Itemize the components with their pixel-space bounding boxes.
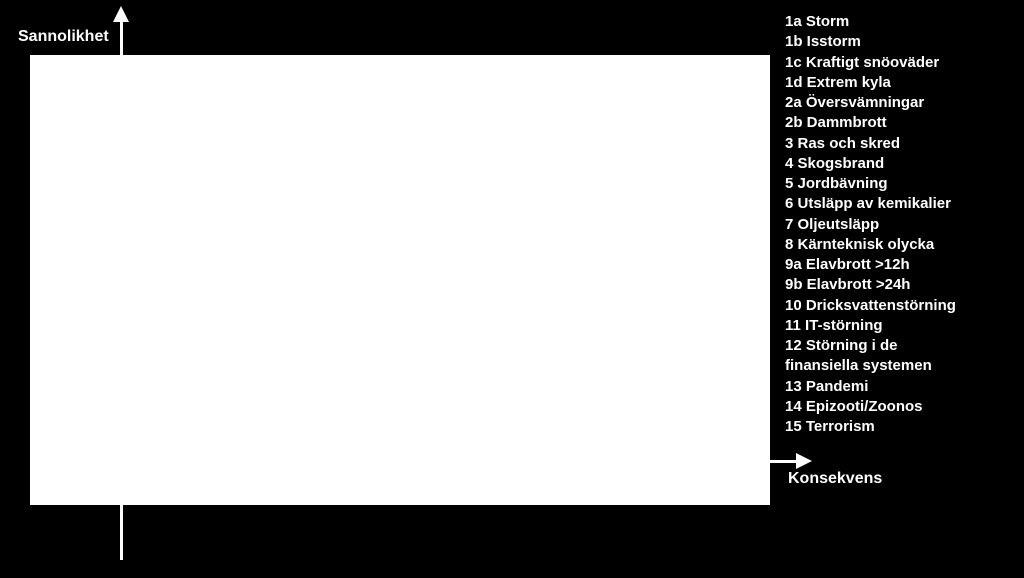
legend-item: finansiella systemen — [785, 356, 956, 376]
legend-item: 2b Dammbrott — [785, 113, 956, 133]
legend-item: 5 Jordbävning — [785, 174, 956, 194]
legend-item: 7 Oljeutsläpp — [785, 215, 956, 235]
legend-item: 1c Kraftigt snöoväder — [785, 53, 956, 73]
legend-item: 9a Elavbrott >12h — [785, 255, 956, 275]
legend-item: 1d Extrem kyla — [785, 73, 956, 93]
legend-item: 4 Skogsbrand — [785, 154, 956, 174]
arrow-right-icon — [796, 453, 812, 469]
y-axis-label: Sannolikhet — [18, 28, 109, 46]
legend-item: 6 Utsläpp av kemikalier — [785, 194, 956, 214]
legend-item: 1b Isstorm — [785, 32, 956, 52]
legend-item: 12 Störning i de — [785, 336, 956, 356]
legend-item: 11 IT-störning — [785, 316, 956, 336]
risk-matrix-chart: Sannolikhet Konsekvens 1a Storm1b Isstor… — [0, 0, 1024, 578]
legend-item: 15 Terrorism — [785, 417, 956, 437]
legend-item: 14 Epizooti/Zoonos — [785, 397, 956, 417]
legend-item: 9b Elavbrott >24h — [785, 275, 956, 295]
x-axis-line — [30, 460, 798, 463]
legend-item: 3 Ras och skred — [785, 134, 956, 154]
plot-area — [30, 55, 770, 505]
legend-item: 8 Kärnteknisk olycka — [785, 235, 956, 255]
legend-item: 2a Översvämningar — [785, 93, 956, 113]
legend-item: 10 Dricksvattenstörning — [785, 296, 956, 316]
x-axis-label: Konsekvens — [788, 470, 882, 488]
legend-item: 13 Pandemi — [785, 377, 956, 397]
legend: 1a Storm1b Isstorm1c Kraftigt snöoväder1… — [785, 12, 956, 437]
arrow-up-icon — [113, 6, 129, 22]
y-axis-line — [120, 20, 123, 560]
legend-item: 1a Storm — [785, 12, 956, 32]
